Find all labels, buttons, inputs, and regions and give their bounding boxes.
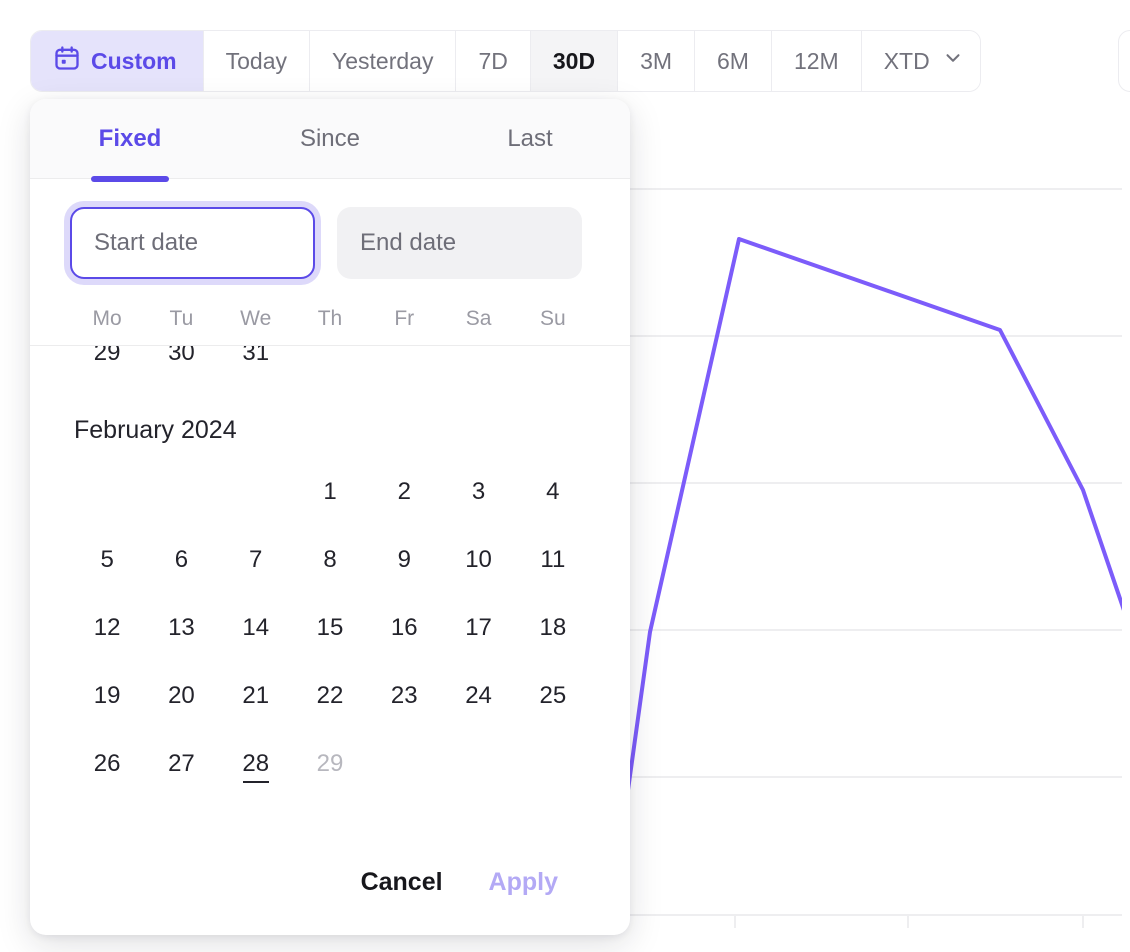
range-button-6m[interactable]: 6M <box>695 31 772 91</box>
tab-since[interactable]: Since <box>230 99 430 178</box>
calendar-day[interactable]: 17 <box>465 614 492 641</box>
calendar-day[interactable]: 25 <box>539 682 567 709</box>
calendar-day[interactable]: 8 <box>323 546 337 573</box>
range-button-6m-label: 6M <box>717 47 749 74</box>
range-button-30d-label: 30D <box>552 47 596 74</box>
date-inputs-row <box>30 179 630 297</box>
calendar-day[interactable]: 24 <box>465 682 492 709</box>
tab-since-label: Since <box>299 124 361 152</box>
tab-fixed-label: Fixed <box>98 124 162 152</box>
calendar-day-blank <box>70 475 144 509</box>
range-button-12m-label: 12M <box>793 47 839 74</box>
calendar-scroll-area[interactable]: 29 30 31 February 2024 1 2 3 4 5 6 7 8 9 10 11 12 13 14… <box>30 346 630 848</box>
calendar-day[interactable]: 4 <box>546 478 560 505</box>
calendar-day[interactable]: 22 <box>316 682 344 709</box>
weekday-header-row: Mo Tu We Th Fr Sa Su <box>30 297 630 346</box>
calendar-day[interactable]: 2 <box>397 478 411 505</box>
apply-button[interactable]: Apply <box>489 868 558 897</box>
calendar-day-blank <box>367 346 441 370</box>
date-range-toolbar: Custom Today Yesterday 7D 30D 3M 6M 12M … <box>30 30 981 92</box>
calendar-day-blank <box>441 346 515 370</box>
month-day-grid: 1 2 3 4 5 6 7 8 9 10 11 12 13 14 15 16 17 18 19 20 21 22 23 24 2… <box>70 475 590 781</box>
range-button-xtd-label: XTD <box>883 47 930 74</box>
tab-last[interactable]: Last <box>430 99 630 178</box>
calendar-day[interactable]: 15 <box>316 614 344 641</box>
end-date-input[interactable] <box>337 207 582 279</box>
calendar-day[interactable]: 18 <box>539 614 567 641</box>
chart-series-group <box>610 237 1122 907</box>
weekday-we: We <box>240 307 272 330</box>
range-button-custom[interactable]: Custom <box>31 31 204 91</box>
calendar-day[interactable]: 20 <box>168 682 195 709</box>
calendar-day[interactable]: 11 <box>540 546 566 573</box>
range-button-3m-label: 3M <box>640 47 673 74</box>
calendar-day[interactable]: 26 <box>93 750 121 777</box>
range-button-today[interactable]: Today <box>203 31 310 91</box>
date-picker-tabs: Fixed Since Last <box>30 99 630 179</box>
calendar-day-blank <box>144 475 218 509</box>
weekday-th: Th <box>317 307 343 330</box>
range-button-7d[interactable]: 7D <box>456 31 531 91</box>
range-button-yesterday-label: Yesterday <box>332 47 434 74</box>
calendar-day-blank <box>293 346 367 370</box>
calendar-day[interactable]: 3 <box>471 478 486 505</box>
start-date-input[interactable] <box>70 207 315 279</box>
calendar-day[interactable]: 13 <box>168 614 195 641</box>
weekday-sa: Sa <box>465 307 492 330</box>
range-button-yesterday[interactable]: Yesterday <box>310 31 457 91</box>
tab-last-label: Last <box>507 124 553 152</box>
calendar-day[interactable]: 27 <box>168 750 195 777</box>
calendar-day[interactable]: 10 <box>465 546 492 573</box>
calendar-day[interactable]: 7 <box>249 546 263 573</box>
range-button-30d[interactable]: 30D <box>530 31 619 91</box>
range-button-today-label: Today <box>225 47 287 74</box>
weekday-fr: Fr <box>394 307 415 330</box>
calendar-day[interactable]: 12 <box>93 614 121 641</box>
tab-fixed[interactable]: Fixed <box>30 99 230 178</box>
chevron-down-icon <box>942 47 964 75</box>
range-button-3m[interactable]: 3M <box>618 31 696 91</box>
previous-month-tail-row: 29 30 31 <box>70 346 590 370</box>
calendar-day-blank <box>516 346 590 370</box>
range-button-xtd[interactable]: XTD <box>861 31 980 91</box>
calendar-day: 29 <box>316 750 344 777</box>
calendar-day[interactable]: 16 <box>390 614 418 641</box>
calendar-day[interactable]: 21 <box>242 682 270 709</box>
calendar-day[interactable]: 28 <box>219 747 293 781</box>
calendar-day[interactable]: 9 <box>397 546 411 573</box>
calendar-day-blank <box>219 475 293 509</box>
calendar-day[interactable]: 6 <box>174 546 189 573</box>
calendar-day[interactable]: 23 <box>390 682 418 709</box>
calendar-day[interactable]: 1 <box>323 478 337 505</box>
calendar-day[interactable]: 19 <box>93 682 121 709</box>
calendar-day[interactable]: 30 <box>168 346 195 366</box>
apply-button-label: Apply <box>488 868 558 896</box>
weekday-su: Su <box>540 307 566 330</box>
calendar-icon <box>53 44 81 78</box>
range-button-7d-label: 7D <box>478 47 508 74</box>
range-button-custom-label: Custom <box>91 47 177 74</box>
weekday-mo: Mo <box>92 307 122 330</box>
calendar-day[interactable]: 5 <box>100 546 114 573</box>
toolbar-edge-panel <box>1118 30 1130 92</box>
weekday-tu: Tu <box>169 307 194 330</box>
date-picker-footer: Cancel Apply <box>30 848 630 935</box>
calendar-day[interactable]: 14 <box>242 614 270 641</box>
calendar-day[interactable]: 29 <box>93 346 121 366</box>
month-label: February 2024 <box>74 416 237 444</box>
cancel-button-label: Cancel <box>360 868 443 896</box>
calendar-day[interactable]: 31 <box>242 346 270 366</box>
cancel-button[interactable]: Cancel <box>361 868 443 897</box>
range-button-12m[interactable]: 12M <box>771 31 862 91</box>
